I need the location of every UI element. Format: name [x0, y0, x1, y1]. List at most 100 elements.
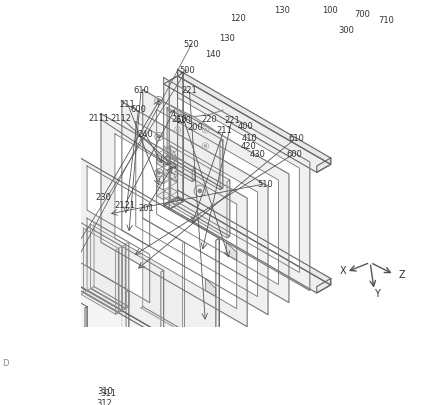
Circle shape [204, 130, 206, 132]
Polygon shape [164, 198, 183, 210]
Polygon shape [71, 315, 73, 405]
Polygon shape [0, 243, 59, 405]
Polygon shape [226, 243, 237, 261]
Polygon shape [164, 157, 223, 190]
Polygon shape [164, 197, 331, 293]
Polygon shape [84, 291, 122, 313]
Polygon shape [170, 147, 230, 237]
Polygon shape [82, 404, 88, 405]
Polygon shape [182, 243, 185, 332]
Text: 221: 221 [182, 86, 197, 95]
Text: 220: 220 [202, 114, 217, 124]
Polygon shape [161, 271, 164, 401]
Text: 430: 430 [250, 150, 266, 159]
Polygon shape [157, 171, 164, 184]
Polygon shape [101, 115, 247, 327]
Text: 300: 300 [338, 26, 354, 35]
Polygon shape [75, 364, 88, 384]
Text: D: D [2, 358, 8, 367]
Polygon shape [170, 147, 178, 160]
Text: 400: 400 [238, 122, 254, 131]
Polygon shape [0, 331, 129, 405]
Polygon shape [175, 171, 195, 182]
Polygon shape [81, 293, 119, 315]
Polygon shape [82, 384, 88, 400]
Polygon shape [67, 396, 88, 405]
Polygon shape [67, 372, 88, 384]
Circle shape [204, 145, 206, 147]
Polygon shape [8, 311, 164, 401]
Text: 311: 311 [101, 388, 117, 397]
Polygon shape [0, 235, 73, 405]
Polygon shape [164, 78, 310, 291]
Text: 620: 620 [176, 115, 192, 125]
Polygon shape [59, 147, 219, 367]
Text: 2121: 2121 [115, 200, 135, 209]
Polygon shape [164, 192, 178, 206]
Polygon shape [227, 181, 230, 238]
Text: 420: 420 [240, 142, 256, 151]
Text: 700: 700 [354, 10, 370, 19]
Text: 2112: 2112 [111, 114, 131, 123]
Polygon shape [0, 202, 129, 405]
Text: 230: 230 [95, 192, 111, 202]
Text: 520: 520 [184, 40, 200, 49]
Polygon shape [87, 227, 122, 311]
Polygon shape [0, 379, 45, 405]
Circle shape [177, 113, 178, 115]
Polygon shape [87, 166, 150, 247]
Polygon shape [178, 158, 195, 181]
Text: X: X [340, 265, 346, 275]
Circle shape [158, 100, 160, 102]
Polygon shape [170, 162, 178, 176]
Polygon shape [164, 77, 331, 173]
Polygon shape [216, 239, 219, 369]
Polygon shape [0, 371, 59, 405]
Polygon shape [178, 70, 331, 165]
Polygon shape [206, 279, 216, 297]
Polygon shape [0, 355, 87, 405]
Text: 210: 210 [171, 114, 187, 124]
Polygon shape [57, 323, 59, 405]
Polygon shape [88, 289, 125, 311]
Polygon shape [157, 155, 164, 168]
Text: 312: 312 [97, 398, 113, 405]
Polygon shape [178, 70, 183, 202]
Text: 100: 100 [322, 6, 338, 15]
Polygon shape [123, 245, 125, 311]
Polygon shape [87, 219, 150, 303]
Polygon shape [56, 275, 219, 369]
Text: 200: 200 [187, 122, 203, 131]
Text: 610: 610 [133, 86, 149, 95]
Polygon shape [83, 229, 119, 313]
Text: 500: 500 [179, 66, 195, 75]
Text: 410: 410 [242, 134, 258, 143]
Text: 130: 130 [219, 34, 235, 43]
Circle shape [158, 136, 160, 139]
Text: 2111: 2111 [88, 114, 109, 123]
Polygon shape [126, 291, 129, 405]
Polygon shape [164, 147, 178, 161]
Text: Y: Y [374, 288, 380, 298]
Polygon shape [122, 102, 268, 315]
Polygon shape [0, 363, 73, 405]
Polygon shape [178, 191, 331, 285]
Polygon shape [178, 98, 299, 273]
Polygon shape [317, 279, 331, 293]
Polygon shape [157, 187, 164, 200]
Circle shape [177, 130, 178, 132]
Circle shape [158, 172, 160, 175]
Text: 510: 510 [258, 180, 274, 189]
Polygon shape [43, 331, 45, 405]
Text: 130: 130 [274, 6, 289, 15]
Polygon shape [91, 287, 129, 309]
Text: 310: 310 [98, 386, 113, 395]
Polygon shape [143, 219, 185, 331]
Polygon shape [157, 111, 278, 285]
Polygon shape [169, 74, 183, 210]
Polygon shape [0, 251, 45, 405]
Polygon shape [115, 134, 237, 309]
Text: 120: 120 [230, 14, 246, 23]
Polygon shape [167, 109, 223, 189]
Polygon shape [317, 158, 331, 173]
